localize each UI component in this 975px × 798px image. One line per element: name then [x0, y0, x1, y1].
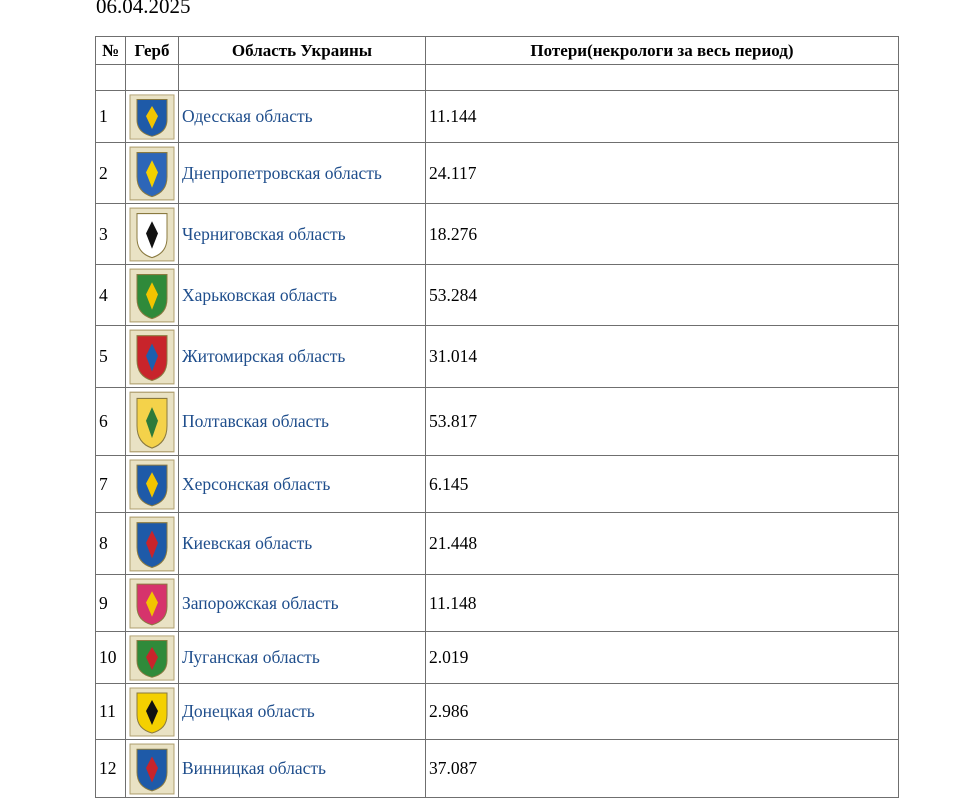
region-name-cell: Запорожская область: [178, 574, 426, 632]
row-number: 6: [95, 387, 126, 456]
report-date: 06.04.2025: [96, 0, 191, 18]
table-row: 8 Киевская область 21.448: [95, 512, 899, 575]
region-link[interactable]: Херсонская область: [182, 473, 331, 494]
zhytomyr-coat-of-arms-icon: [129, 329, 175, 384]
region-name-cell: Винницкая область: [178, 739, 426, 798]
region-name-cell: Днепропетровская область: [178, 142, 426, 204]
region-link[interactable]: Полтавская область: [182, 411, 329, 431]
crest-cell: [125, 683, 179, 740]
table-row: 10 Луганская область 2.019: [95, 631, 899, 684]
row-number: 12: [95, 739, 126, 798]
vinnytsia-coat-of-arms-icon: [129, 743, 175, 794]
region-link[interactable]: Днепропетровская область: [182, 162, 382, 183]
losses-value: 21.448: [425, 512, 899, 575]
region-name-cell: Донецкая область: [178, 683, 426, 740]
region-name-cell: Луганская область: [178, 631, 426, 684]
crest-cell: [125, 387, 179, 456]
crest-cell: [125, 264, 179, 326]
blank-row: [95, 64, 899, 91]
crest-cell: [125, 203, 179, 265]
crest-cell: [125, 574, 179, 632]
kherson-coat-of-arms-icon: [129, 459, 175, 509]
row-number: 10: [95, 631, 126, 684]
losses-value: 24.117: [425, 142, 899, 204]
region-link[interactable]: Одесская область: [182, 106, 313, 126]
region-link[interactable]: Луганская область: [182, 647, 320, 667]
donetsk-coat-of-arms-icon: [129, 687, 175, 736]
region-name-cell: Полтавская область: [178, 387, 426, 456]
row-number: 2: [95, 142, 126, 204]
region-link[interactable]: Запорожская область: [182, 592, 339, 613]
table-row: 2 Днепропетровская область 24.117: [95, 142, 899, 204]
crest-cell: [125, 325, 179, 388]
crest-cell: [125, 631, 179, 684]
zaporizhzhia-coat-of-arms-icon: [129, 578, 175, 628]
row-number: 9: [95, 574, 126, 632]
table-row: 3 Черниговская область 18.276: [95, 203, 899, 265]
losses-value: 37.087: [425, 739, 899, 798]
region-name-cell: Харьковская область: [178, 264, 426, 326]
losses-value: 11.148: [425, 574, 899, 632]
table-row: 7 Херсонская область 6.145: [95, 455, 899, 513]
blank-cell: [95, 64, 126, 91]
losses-value: 6.145: [425, 455, 899, 513]
table-row: 9 Запорожская область 11.148: [95, 574, 899, 632]
row-number: 3: [95, 203, 126, 265]
losses-value: 11.144: [425, 90, 899, 143]
region-link[interactable]: Киевская область: [182, 533, 313, 553]
crest-cell: [125, 739, 179, 798]
row-number: 5: [95, 325, 126, 388]
losses-value: 2.986: [425, 683, 899, 740]
table-row: 4 Харьковская область 53.284: [95, 264, 899, 326]
region-link[interactable]: Черниговская область: [182, 223, 346, 244]
losses-value: 31.014: [425, 325, 899, 388]
region-name-cell: Херсонская область: [178, 455, 426, 513]
crest-cell: [125, 512, 179, 575]
region-link[interactable]: Винницкая область: [182, 758, 327, 778]
dnipropetrovsk-coat-of-arms-icon: [129, 146, 175, 200]
table-row: 6 Полтавская область 53.817: [95, 387, 899, 456]
poltava-coat-of-arms-icon: [129, 391, 175, 452]
table-row: 12 Винницкая область 37.087: [95, 739, 899, 798]
regions-table: № Герб Область Украины Потери(некрологи …: [95, 36, 899, 798]
header-losses: Потери(некрологи за весь период): [425, 36, 899, 65]
blank-cell: [125, 64, 179, 91]
table-header-row: № Герб Область Украины Потери(некрологи …: [95, 36, 899, 65]
region-link[interactable]: Харьковская область: [182, 284, 337, 305]
header-crest: Герб: [125, 36, 179, 65]
header-num: №: [95, 36, 126, 65]
losses-value: 53.284: [425, 264, 899, 326]
region-name-cell: Одесская область: [178, 90, 426, 143]
blank-cell: [425, 64, 899, 91]
losses-value: 53.817: [425, 387, 899, 456]
header-region: Область Украины: [178, 36, 426, 65]
odesa-coat-of-arms-icon: [129, 93, 175, 140]
table-row: 11 Донецкая область 2.986: [95, 683, 899, 740]
crest-cell: [125, 90, 179, 143]
region-name-cell: Житомирская область: [178, 325, 426, 388]
region-link[interactable]: Донецкая область: [182, 701, 315, 721]
crest-cell: [125, 142, 179, 204]
row-number: 11: [95, 683, 126, 740]
chernihiv-coat-of-arms-icon: [129, 207, 175, 261]
row-number: 1: [95, 90, 126, 143]
kyiv-oblast-coat-of-arms-icon: [129, 516, 175, 571]
losses-value: 2.019: [425, 631, 899, 684]
region-link[interactable]: Житомирская область: [182, 346, 346, 366]
row-number: 8: [95, 512, 126, 575]
table-row: 5 Житомирская область 31.014: [95, 325, 899, 388]
crest-cell: [125, 455, 179, 513]
losses-value: 18.276: [425, 203, 899, 265]
luhansk-coat-of-arms-icon: [129, 634, 175, 681]
region-name-cell: Киевская область: [178, 512, 426, 575]
kharkiv-coat-of-arms-icon: [129, 268, 175, 322]
blank-cell: [178, 64, 426, 91]
table-row: 1 Одесская область 11.144: [95, 90, 899, 143]
region-name-cell: Черниговская область: [178, 203, 426, 265]
row-number: 4: [95, 264, 126, 326]
row-number: 7: [95, 455, 126, 513]
